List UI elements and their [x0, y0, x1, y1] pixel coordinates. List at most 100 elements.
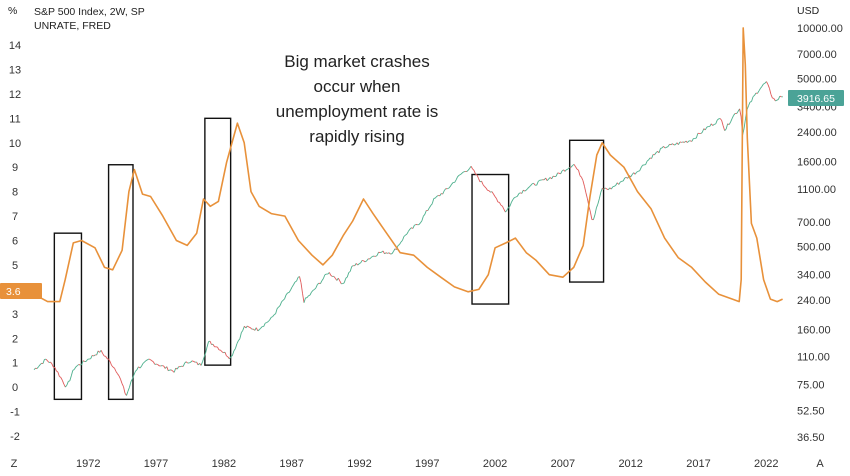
spx-segment	[257, 329, 260, 332]
left-tick-label: 7	[12, 211, 18, 223]
spx-segment	[278, 305, 281, 308]
x-tick-label: 1972	[76, 458, 100, 470]
spx-segment	[238, 338, 241, 341]
spx-segment	[561, 169, 564, 172]
spx-segment	[355, 263, 359, 266]
annotation-line-3: unemployment rate is	[276, 102, 439, 121]
spx-segment	[293, 281, 296, 285]
left-tick-label: 2	[12, 333, 18, 345]
spx-segment	[343, 278, 347, 283]
spx-segment	[133, 371, 136, 375]
spx-segment	[337, 277, 341, 282]
spx-segment	[594, 207, 597, 216]
right-tick-label: 500.00	[797, 241, 831, 253]
spx-segment	[296, 277, 299, 282]
spx-segment	[387, 252, 390, 254]
spx-segment	[501, 205, 505, 210]
spx-segment	[260, 326, 263, 329]
spx-segment	[148, 358, 151, 361]
spx-segment	[672, 143, 675, 146]
spx-segment	[660, 147, 663, 149]
spx-segment	[300, 282, 303, 294]
spx-segment	[767, 84, 770, 89]
spx-segment	[311, 290, 314, 293]
spx-segment	[224, 352, 227, 356]
spx-segment	[414, 224, 417, 226]
spx-segment	[90, 355, 93, 359]
unrate-series	[33, 27, 783, 303]
spx-segment	[249, 327, 253, 330]
spx-segment	[506, 207, 509, 211]
spx-segment	[176, 366, 180, 370]
spx-segment	[505, 210, 508, 213]
spx-segment	[147, 358, 150, 361]
spx-segment	[93, 354, 96, 357]
spx-segment	[39, 362, 42, 366]
spx-segment	[766, 81, 769, 85]
x-tick-label: 1997	[415, 458, 439, 470]
spx-segment	[217, 346, 220, 351]
spx-segment	[491, 191, 494, 195]
spx-segment	[470, 166, 473, 170]
spx-segment	[488, 190, 491, 193]
spx-segment	[366, 258, 369, 262]
spx-segment	[454, 179, 457, 183]
spx-segment	[763, 82, 766, 85]
x-tick-label: 1992	[347, 458, 371, 470]
spx-segment	[151, 360, 154, 363]
spx-segment	[478, 178, 481, 183]
spx-segment	[290, 286, 293, 291]
spx-segment	[516, 193, 520, 197]
spx-segment	[779, 95, 782, 98]
spx-segment	[406, 231, 409, 235]
spx-segment	[704, 127, 708, 131]
spx-segment	[761, 83, 764, 87]
left-tick-label: -1	[10, 407, 20, 419]
spx-segment	[484, 186, 487, 189]
spx-segment	[447, 187, 449, 190]
spx-segment	[348, 271, 351, 273]
x-tick-label: 1987	[279, 458, 303, 470]
spx-segment	[248, 326, 251, 328]
spx-segment	[120, 379, 123, 384]
spx-segment	[646, 159, 649, 162]
spx-segment	[291, 284, 294, 288]
spx-segment	[575, 166, 578, 170]
spx-segment	[566, 168, 569, 170]
spx-segment	[221, 351, 224, 354]
spx-last-value: 3916.65	[797, 93, 835, 105]
spx-segment	[682, 141, 685, 143]
spx-segment	[68, 380, 70, 382]
spx-segment	[496, 198, 499, 203]
spx-segment	[494, 196, 497, 199]
spx-segment	[185, 361, 188, 364]
spx-segment	[193, 361, 196, 363]
spx-segment	[240, 330, 244, 333]
crash-highlight-box	[53, 232, 83, 401]
spx-segment	[196, 361, 199, 366]
spx-segment	[358, 262, 361, 265]
left-tick-label: 5	[12, 260, 18, 272]
spx-segment	[458, 174, 461, 176]
spx-segment	[449, 183, 453, 187]
spx-segment	[203, 353, 206, 358]
annotation-line-4: rapidly rising	[309, 127, 404, 146]
spx-segment	[315, 284, 318, 289]
spx-segment	[514, 196, 517, 199]
spx-segment	[208, 340, 211, 343]
spx-segment	[281, 299, 284, 303]
spx-segment	[606, 188, 609, 191]
left-tick-label: 12	[9, 89, 21, 101]
spx-segment	[393, 248, 396, 252]
spx-segment	[234, 343, 238, 349]
spx-segment	[223, 351, 226, 354]
left-tick-label: 8	[12, 187, 18, 199]
spx-segment	[339, 280, 342, 284]
spx-segment	[640, 164, 644, 168]
spx-segment	[523, 189, 526, 192]
spx-segment	[357, 263, 360, 266]
spx-segment	[651, 154, 654, 159]
spx-segment	[263, 322, 266, 327]
spx-segment	[317, 282, 320, 285]
